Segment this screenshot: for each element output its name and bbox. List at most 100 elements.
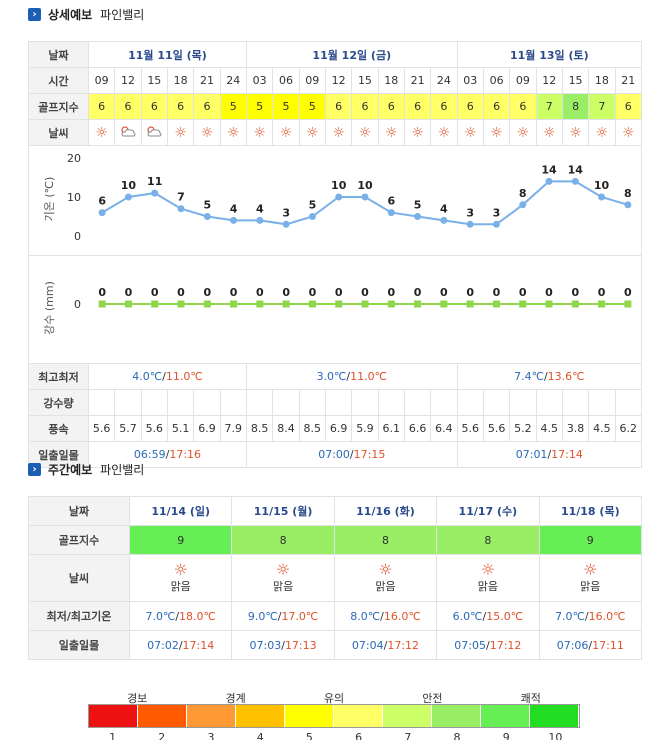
sun-icon: ☼ <box>583 560 598 579</box>
cloud-sun-icon <box>121 126 136 137</box>
time-cell: 24 <box>219 67 247 94</box>
data-label: 8 <box>624 187 632 200</box>
data-label: 10 <box>357 179 373 192</box>
max-temp: 11.0℃ <box>165 370 203 383</box>
max-temp: 18.0℃ <box>179 609 216 623</box>
wind-cell: 6.6 <box>403 415 432 442</box>
y-tick-label: 0 <box>74 298 81 311</box>
golf-index-legend: 경보 경계 유의 안전 쾌적 1 2 3 4 5 6 7 8 9 10 <box>88 690 580 740</box>
sun-icon: ☼ <box>227 124 240 141</box>
golf-index-cell: 6 <box>614 93 643 120</box>
legend-level-label: 경계 <box>225 692 246 705</box>
weekly-minmax: 7.0℃/18.0℃ <box>128 601 233 631</box>
weather-text: 맑음 <box>580 580 601 593</box>
min-temp: 7.4℃ <box>514 370 544 383</box>
data-point <box>203 213 211 220</box>
legend-number: 3 <box>207 731 215 740</box>
weekly-weather-row: 날씨 ☼ 맑음 ☼ 맑음 ☼ 맑음 ☼ 맑음 ☼ 맑음 <box>28 554 643 602</box>
data-point <box>387 300 395 308</box>
rainfall-cell <box>87 389 116 416</box>
weekly-forecast-header: › 주간예보 파인밸리 <box>28 461 144 478</box>
weekly-date: 11/15 (월) <box>231 496 335 526</box>
data-label: 3 <box>493 206 501 219</box>
data-label: 0 <box>519 286 527 299</box>
section-arrow-icon[interactable]: › <box>28 8 41 21</box>
data-point <box>98 209 106 217</box>
sun-icon: ☼ <box>411 124 424 141</box>
rainfall-cell <box>430 389 458 416</box>
data-label: 7 <box>177 191 185 204</box>
wind-cell: 5.9 <box>351 415 379 442</box>
sunset-time: 17:15 <box>353 448 386 461</box>
time-row: 시간 09 12 15 18 21 24 03 06 09 12 15 18 21 24 03 06 09 12 15… <box>28 67 643 94</box>
weekly-sunrise: 07:06/17:11 <box>538 630 643 660</box>
weekly-sunrise: 07:03/17:13 <box>231 630 335 660</box>
data-point <box>256 216 264 224</box>
detail-forecast-header: › 상세예보 파인밸리 <box>28 6 144 23</box>
separator: / <box>380 609 384 623</box>
separator: / <box>383 638 388 652</box>
golf-index-cell: 7 <box>535 93 563 120</box>
legend-color-swatch <box>138 705 187 727</box>
legend-color-swatch <box>187 705 236 727</box>
wind-cell: 5.6 <box>87 415 116 442</box>
golf-index-cell: 6 <box>87 93 116 120</box>
sun-icon: ☼ <box>622 124 635 141</box>
sun-icon: ☼ <box>542 124 556 141</box>
rainfall-cell <box>324 389 353 416</box>
min-temp: 9.0℃ <box>247 609 278 623</box>
rainfall-cell <box>140 389 168 416</box>
data-point <box>151 300 159 308</box>
golf-index-cell: 7 <box>588 93 616 120</box>
data-point <box>308 300 316 308</box>
weather-cell <box>114 119 142 146</box>
data-label: 6 <box>98 195 106 208</box>
chart-svg: 0 강수 (mm) 0 0 0 0 0 0 0 0 0 0 0 0 0 0 0 0 0 0 0 0 0 <box>43 281 632 335</box>
rainfall-cell <box>114 389 142 416</box>
day-header: 11월 13일 (토) <box>456 41 643 68</box>
weekly-minmax: 7.0℃/16.0℃ <box>538 601 643 631</box>
data-label: 0 <box>361 286 369 299</box>
legend-color-swatch <box>285 705 334 727</box>
sunset-time: 17:13 <box>284 638 317 652</box>
row-label-minmax: 최고최저 <box>28 363 89 390</box>
sun-icon: ☼ <box>480 560 496 579</box>
separator: / <box>482 609 487 623</box>
time-cell: 06 <box>272 67 300 94</box>
weekly-weather: ☼ 맑음 <box>436 554 540 602</box>
separator: / <box>175 609 180 623</box>
data-label: 6 <box>387 195 395 208</box>
weather-cell: ☼ <box>219 119 247 146</box>
weekly-sunrise: 07:02/17:14 <box>128 630 233 660</box>
separator: / <box>547 448 552 461</box>
wind-cell: 7.9 <box>219 415 247 442</box>
separator: / <box>588 638 593 652</box>
data-point <box>545 177 553 185</box>
section-arrow-icon[interactable]: › <box>28 463 41 476</box>
day-header: 11월 11일 (목) <box>88 41 247 68</box>
golf-index-cell: 6 <box>114 93 142 120</box>
separator: / <box>178 638 183 652</box>
sunset-time: 17:16 <box>169 448 202 461</box>
golf-index-cell: 6 <box>377 93 405 120</box>
sunrise-time: 07:03 <box>249 638 282 652</box>
wind-cell: 6.4 <box>430 415 458 442</box>
row-label-weather: 날씨 <box>28 119 89 146</box>
section-title: 주간예보 <box>48 463 93 477</box>
legend-number: 5 <box>305 731 313 740</box>
legend-number: 4 <box>256 731 264 740</box>
weather-cell: ☼ <box>324 119 353 146</box>
legend-color-swatch <box>530 705 579 727</box>
rainfall-cell <box>509 389 537 416</box>
weather-cell: ☼ <box>377 119 405 146</box>
rainfall-cell <box>351 389 379 416</box>
data-label: 3 <box>466 206 474 219</box>
sun-icon: ☼ <box>463 124 477 141</box>
golf-index-cell: 8 <box>561 93 590 120</box>
data-point <box>519 300 527 308</box>
data-label: 0 <box>125 286 133 299</box>
min-temp: 7.0℃ <box>145 609 176 623</box>
data-point <box>177 205 185 213</box>
sun-icon: ☼ <box>306 124 319 141</box>
row-label-golf_index: 골프지수 <box>28 93 89 120</box>
